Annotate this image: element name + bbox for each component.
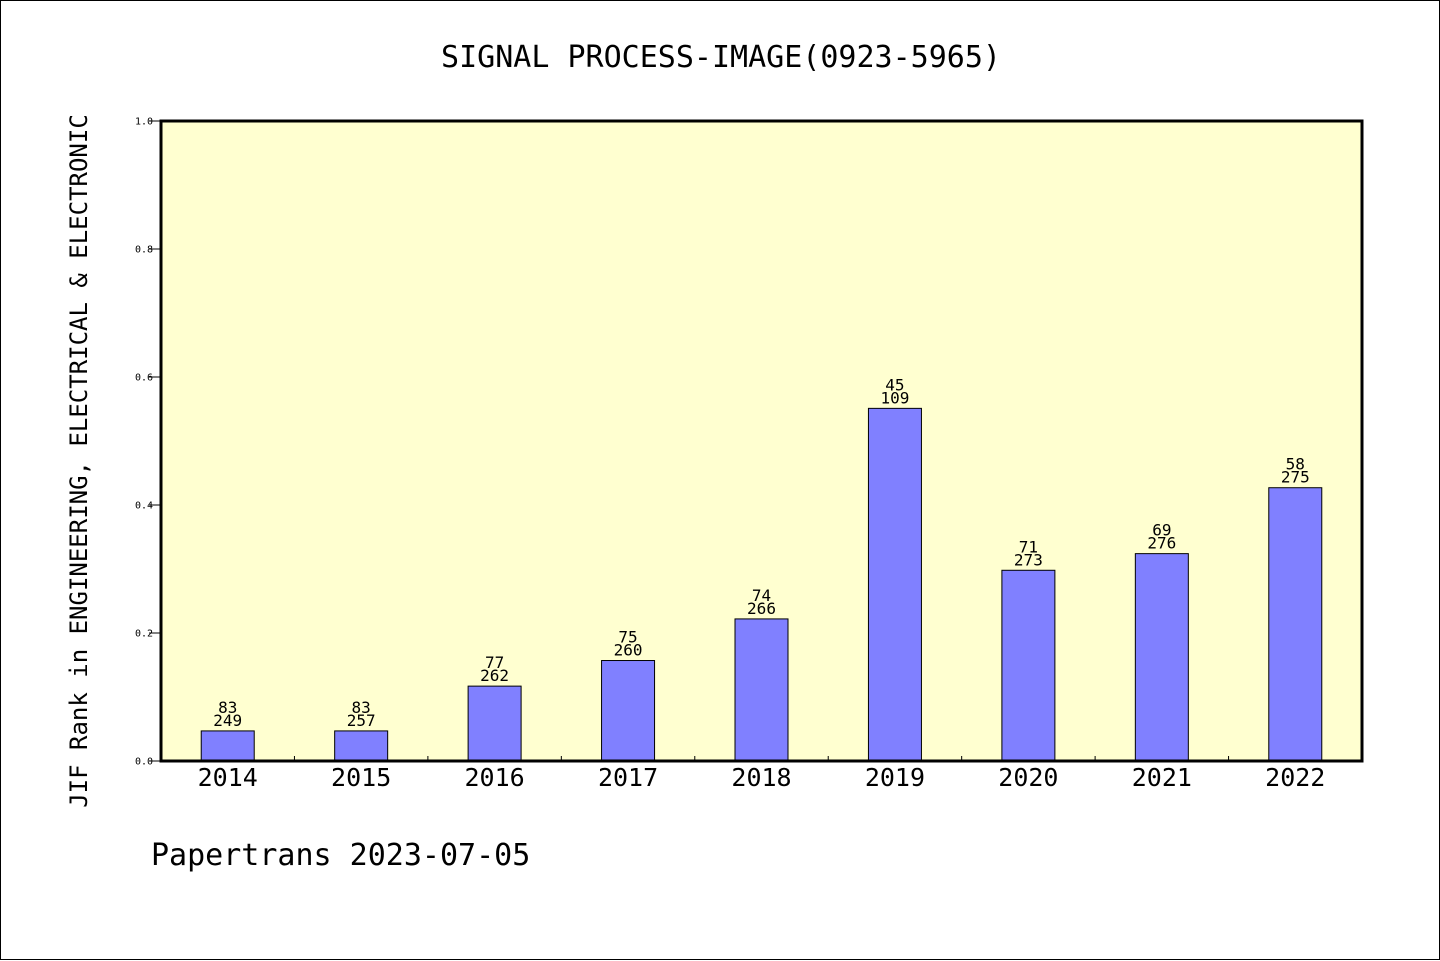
x-tick-label: 2022 [1265,763,1325,792]
bar-rank-label: 58 [1286,455,1305,474]
bar-total-label: 260 [614,641,643,660]
bar-rank-label: 77 [485,653,504,672]
x-tick-label: 2017 [598,763,658,792]
y-tick-label: 0.2 [135,629,153,640]
bar-total-label: 266 [747,599,776,618]
bar-2014 [200,730,255,762]
bar-2017 [601,660,656,762]
y-tick-label: 0.4 [135,501,153,512]
bar-2019 [867,407,922,762]
bar-total-label: 275 [1281,468,1310,487]
y-tick-label: 0.0 [135,757,153,768]
bar-total-label: 249 [213,711,242,730]
chart-title: SIGNAL PROCESS-IMAGE(0923-5965) [441,40,1001,75]
bar-2022 [1268,487,1323,762]
bar-rank-label: 75 [618,628,637,647]
bar-rank-label: 74 [752,586,771,605]
x-tick-label: 2019 [865,763,925,792]
y-axis-label: JIF Rank in ENGINEERING, ELECTRICAL & EL… [65,114,93,808]
bar-2020 [1001,569,1056,762]
x-tick-label: 2020 [998,763,1058,792]
y-tick-label: 0.6 [135,373,153,384]
footer-source: Papertrans 2023-07-05 [151,838,530,873]
x-tick-label: 2016 [465,763,525,792]
bar-total-label: 273 [1014,550,1043,569]
y-tick-label: 0.8 [135,245,153,256]
bar-2016 [467,685,522,762]
bar-total-label: 109 [880,388,909,407]
x-tick-label: 2015 [331,763,391,792]
y-axis-ticks: 0.0 0.2 0.4 0.6 0.8 1.0 [135,117,161,768]
bar-2021 [1134,553,1189,762]
plot-border [159,119,1364,763]
bar-total-label: 276 [1147,534,1176,553]
bar-2015 [334,730,389,762]
bar-rank-label: 69 [1152,521,1171,540]
bar-rank-label: 71 [1019,537,1038,556]
x-tick-label: 2018 [731,763,791,792]
y-tick-label: 1.0 [135,117,153,128]
bar-total-label: 257 [347,711,376,730]
bars: 8324920148325720157726220167526020177426… [198,375,1326,792]
x-tick-label: 2021 [1132,763,1192,792]
bar-total-label: 262 [480,666,509,685]
bar-rank-label: 83 [218,698,237,717]
bar-rank-label: 83 [352,698,371,717]
x-tick-label: 2014 [198,763,258,792]
bar-rank-label: 45 [885,375,904,394]
bar-2018 [734,618,789,762]
